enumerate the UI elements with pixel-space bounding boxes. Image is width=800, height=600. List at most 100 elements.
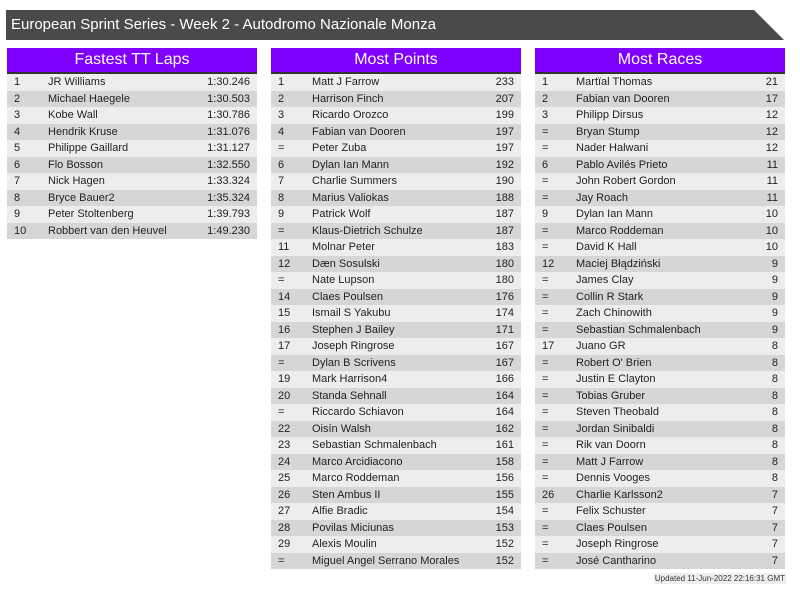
rank-cell: 7 [14,175,21,188]
table-row: 1 Martïal Thomas 21 [535,74,785,91]
value-cell: 12 [765,142,778,155]
value-cell: 152 [495,538,514,551]
table-row: 10 Robbert van den Heuvel 1:49.230 [7,222,257,239]
driver-name-cell: Jordan Sinibaldi [576,422,655,435]
rank-cell: = [542,389,549,402]
driver-name-cell: Claes Poulsen [312,290,383,303]
value-cell: 1:30.246 [207,76,250,89]
rank-cell: = [542,521,549,534]
driver-name-cell: Ricardo Orozco [312,109,389,122]
rank-cell: 27 [278,505,291,518]
rank-cell: 1 [14,76,21,89]
rank-cell: = [542,356,549,369]
rank-cell: 9 [278,208,285,221]
value-cell: 190 [495,175,514,188]
table-row: 6 Flo Bosson 1:32.550 [7,156,257,173]
driver-name-cell: David K Hall [576,241,637,254]
rank-cell: 20 [278,389,291,402]
table-row: = Claes Poulsen 7 [535,519,785,536]
driver-name-cell: Justin E Clayton [576,373,656,386]
value-cell: 10 [765,241,778,254]
value-cell: 174 [495,307,514,320]
table-row: 1 JR Williams 1:30.246 [7,74,257,91]
rank-cell: = [278,274,285,287]
table-row: 17 Juano GR 8 [535,338,785,355]
fastest-tt-laps-panel: Fastest TT Laps 1 JR Williams 1:30.246 2 Mic… [7,48,257,239]
driver-name-cell: Ismail S Yakubu [312,307,391,320]
table-row: = Zach Chinowith 9 [535,305,785,322]
table-row: = Miguel Angel Serrano Morales 152 [271,552,521,569]
value-cell: 9 [771,323,778,336]
leaderboard-table: 1 JR Williams 1:30.246 2 Michael Haegele 1:30… [7,74,257,239]
value-cell: 10 [765,224,778,237]
table-row: 1 Matt J Farrow 233 [271,74,521,91]
rank-cell: 6 [14,158,21,171]
table-row: = Marco Roddeman 10 [535,222,785,239]
driver-name-cell: Oisín Walsh [312,422,371,435]
driver-name-cell: Charlie Summers [312,175,397,188]
rank-cell: = [278,142,285,155]
table-row: = David K Hall 10 [535,239,785,256]
value-cell: 1:33.324 [207,175,250,188]
table-row: = Collin R Stark 9 [535,288,785,305]
driver-name-cell: Michael Haegele [48,92,130,105]
driver-name-cell: Zach Chinowith [576,307,652,320]
driver-name-cell: Marco Roddeman [312,472,400,485]
rank-cell: 19 [278,373,291,386]
table-row: 8 Bryce Bauer2 1:35.324 [7,189,257,206]
table-row: = Nader Halwani 12 [535,140,785,157]
rank-cell: = [542,373,549,386]
most-points-panel: Most Points 1 Matt J Farrow 233 2 Harrison F… [271,48,521,569]
value-cell: 7 [771,538,778,551]
table-row: 7 Charlie Summers 190 [271,173,521,190]
value-cell: 10 [765,208,778,221]
table-row: = Jay Roach 11 [535,189,785,206]
panel-heading: Most Points [271,48,521,74]
rank-cell: 2 [278,92,285,105]
driver-name-cell: José Cantharino [576,554,657,567]
driver-name-cell: Molnar Peter [312,241,375,254]
value-cell: 8 [771,340,778,353]
driver-name-cell: Flo Bosson [48,158,104,171]
driver-name-cell: Peter Zuba [312,142,367,155]
driver-name-cell: Alfie Bradic [312,505,368,518]
table-row: 26 Sten Ambus II 155 [271,486,521,503]
rank-cell: 4 [278,125,285,138]
driver-name-cell: Charlie Karlsson2 [576,488,663,501]
value-cell: 7 [771,488,778,501]
value-cell: 158 [495,455,514,468]
table-row: = Robert O' Brien 8 [535,354,785,371]
driver-name-cell: Fabian van Dooren [312,125,406,138]
rank-cell: = [542,191,549,204]
value-cell: 187 [495,208,514,221]
table-row: = José Cantharino 7 [535,552,785,569]
rank-cell: 25 [278,472,291,485]
value-cell: 153 [495,521,514,534]
table-row: = Nate Lupson 180 [271,272,521,289]
most-races-panel: Most Races 1 Martïal Thomas 21 2 Fabian van … [535,48,785,569]
table-row: = Peter Zuba 197 [271,140,521,157]
rank-cell: 17 [542,340,555,353]
driver-name-cell: Peter Stoltenberg [48,208,134,221]
table-row: 26 Charlie Karlsson2 7 [535,486,785,503]
value-cell: 1:32.550 [207,158,250,171]
value-cell: 183 [495,241,514,254]
value-cell: 7 [771,505,778,518]
value-cell: 188 [495,191,514,204]
table-row: 3 Ricardo Orozco 199 [271,107,521,124]
updated-timestamp: Updated 11-Jun-2022 22:16:31 GMT [653,573,786,584]
rank-cell: 1 [542,76,549,89]
rank-cell: = [278,224,285,237]
table-row: 23 Sebastian Schmalenbach 161 [271,437,521,454]
table-row: = Sebastian Schmalenbach 9 [535,321,785,338]
value-cell: 166 [495,373,514,386]
driver-name-cell: Marco Arcidiacono [312,455,403,468]
rank-cell: = [542,455,549,468]
driver-name-cell: Dæn Sosulski [312,257,380,270]
table-row: 9 Dylan Ian Mann 10 [535,206,785,223]
rank-cell: 15 [278,307,291,320]
rank-cell: 3 [14,109,21,122]
table-row: 4 Fabian van Dooren 197 [271,123,521,140]
driver-name-cell: Bryan Stump [576,125,640,138]
rank-cell: = [542,406,549,419]
